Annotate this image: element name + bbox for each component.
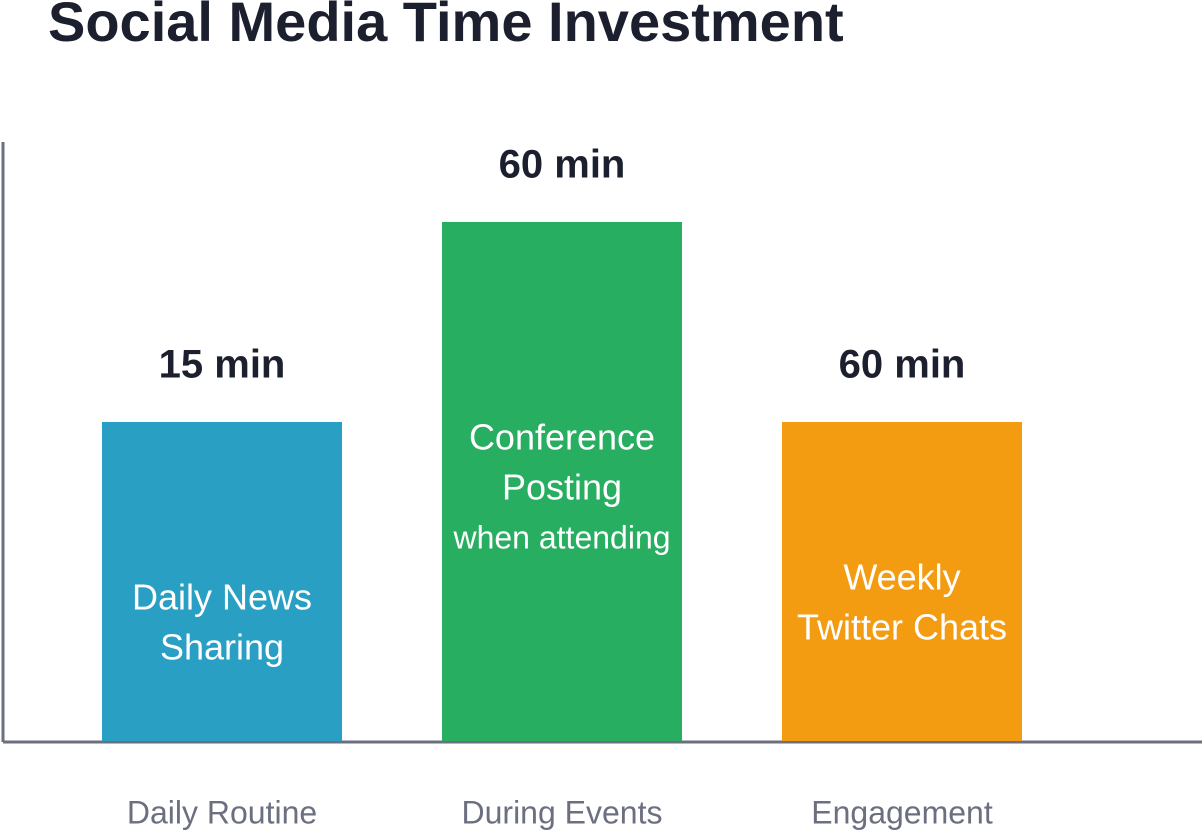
bar-label: Weekly <box>843 557 960 598</box>
value-label: 60 min <box>839 343 966 387</box>
category-label: During Events <box>462 794 663 830</box>
category-label: Daily Routine <box>127 794 317 830</box>
bar-label: Twitter Chats <box>797 607 1007 648</box>
bar-label: Conference <box>469 417 655 458</box>
bar <box>782 422 1022 741</box>
bar <box>442 222 682 741</box>
bar-label: Sharing <box>160 627 284 668</box>
value-label: 15 min <box>159 343 286 387</box>
bar-label: Daily News <box>132 577 312 618</box>
chart-title: Social Media Time Investment <box>48 0 844 53</box>
category-label: Engagement <box>811 794 993 830</box>
value-label: 60 min <box>499 143 626 187</box>
bar-label: Posting <box>502 467 622 508</box>
bar <box>102 422 342 741</box>
bar-note: when attending <box>452 519 670 555</box>
